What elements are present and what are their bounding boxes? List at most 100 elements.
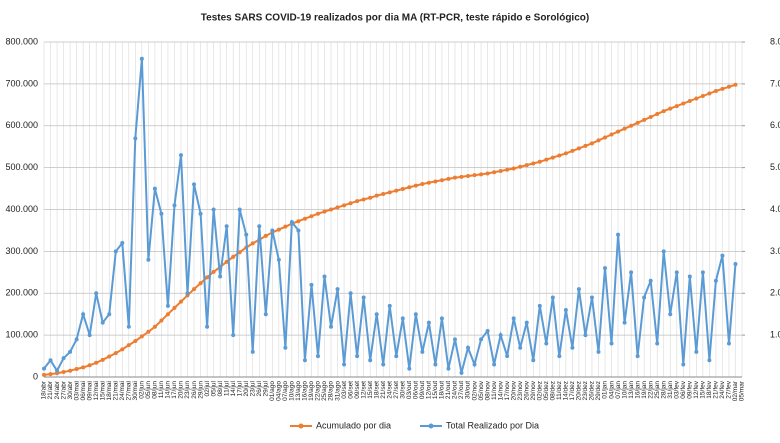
data-point xyxy=(563,151,568,156)
x-tick-label: 07/ago xyxy=(282,381,289,401)
x-tick-label: 23/jul xyxy=(249,380,256,396)
x-tick-group: 30/out xyxy=(465,381,472,399)
x-tick-label: 30/out xyxy=(465,381,472,399)
x-tick-label: 15/set xyxy=(367,381,374,399)
data-point xyxy=(172,305,177,310)
x-tick-label: 14/dez xyxy=(563,381,570,401)
x-tick-group: 18/set xyxy=(373,381,380,399)
data-point xyxy=(700,270,705,275)
data-point xyxy=(433,362,438,367)
data-point xyxy=(263,312,268,317)
data-point xyxy=(492,170,497,175)
data-point xyxy=(361,197,366,202)
data-point xyxy=(178,299,183,304)
x-tick-group: 17/jun xyxy=(171,381,178,399)
x-tick-label: 09/mai xyxy=(86,381,93,401)
data-point xyxy=(635,120,640,125)
x-tick-group: 09/set xyxy=(354,381,361,399)
x-tick-label: 11/dez xyxy=(556,381,563,400)
data-point xyxy=(192,182,197,187)
data-point xyxy=(100,320,105,325)
data-point xyxy=(518,164,523,169)
y-tick-label: 300.000 xyxy=(5,246,38,256)
x-tick-label: 30/mai xyxy=(132,381,139,401)
data-point xyxy=(466,174,471,178)
x-tick-group: 11/dez xyxy=(556,381,563,400)
x-tick-group: 29/jun xyxy=(197,381,204,399)
x-tick-group: 05/jul xyxy=(210,380,217,396)
x-tick-label: 23/nov xyxy=(517,380,524,400)
y2-tick-label: 3.000 xyxy=(770,246,780,256)
chart-title: Testes SARS COVID-19 realizados por dia … xyxy=(201,13,589,24)
data-point xyxy=(616,129,621,134)
data-point xyxy=(48,358,53,363)
x-tick-group: 19/ago xyxy=(308,381,315,401)
data-point xyxy=(152,324,157,329)
data-point xyxy=(694,96,699,101)
data-point xyxy=(211,269,216,274)
data-point xyxy=(655,341,660,346)
y-tick-label: 0 xyxy=(33,371,38,381)
data-point xyxy=(381,362,386,367)
x-tick-group: 22/ago xyxy=(315,381,322,401)
x-tick-label: 27/abr xyxy=(60,380,67,399)
x-tick-label: 18/out xyxy=(439,381,446,399)
data-point xyxy=(700,94,705,99)
data-point xyxy=(263,233,268,238)
x-tick-label: 26/dez xyxy=(589,381,596,401)
data-point xyxy=(400,316,405,321)
data-point xyxy=(596,349,601,354)
x-tick-label: 05/jul xyxy=(210,380,217,396)
data-point xyxy=(550,295,555,300)
x-tick-group: 13/jan xyxy=(628,381,635,399)
x-tick-label: 02/jun xyxy=(139,381,146,399)
x-tick-label: 26/jul xyxy=(256,380,263,396)
data-point xyxy=(511,316,516,321)
x-tick-label: 17/nov xyxy=(504,380,511,400)
data-point xyxy=(315,211,320,216)
x-tick-group: 03/fev xyxy=(673,380,680,398)
x-tick-label: 27/fev xyxy=(726,380,733,398)
data-point xyxy=(505,167,510,172)
x-tick-label: 21/out xyxy=(445,381,452,399)
data-point xyxy=(231,333,236,338)
data-point xyxy=(557,354,562,359)
data-point xyxy=(355,199,360,204)
data-point xyxy=(329,207,334,212)
x-tick-group: 26/dez xyxy=(589,381,596,401)
x-tick-group: 01/ago xyxy=(269,381,276,401)
x-tick-label: 05/dez xyxy=(543,381,550,401)
data-point xyxy=(120,347,125,352)
x-tick-group: 30/set xyxy=(400,381,407,399)
data-point xyxy=(537,159,542,164)
data-point xyxy=(283,224,288,229)
x-tick-group: 24/out xyxy=(452,381,459,399)
x-tick-label: 24/fev xyxy=(719,380,726,398)
x-tick-group: 28/ago xyxy=(328,381,335,401)
data-point xyxy=(622,320,627,325)
x-tick-group: 21/mai xyxy=(112,381,119,401)
data-point xyxy=(139,56,144,61)
x-tick-group: 03/set xyxy=(341,381,348,399)
x-tick-label: 03/mai xyxy=(73,381,80,401)
y2-tick-label: 4.000 xyxy=(770,204,780,214)
data-point xyxy=(61,356,66,361)
x-tick-group: 07/jan xyxy=(615,381,622,399)
x-tick-group: 15/mai xyxy=(99,381,106,401)
x-tick-group: 25/jan xyxy=(654,381,661,399)
data-point xyxy=(576,287,581,292)
y2-tick-label: 2.000 xyxy=(770,288,780,298)
x-tick-group: 12/mai xyxy=(93,381,100,401)
x-tick-group: 17/nov xyxy=(504,380,511,400)
data-point xyxy=(687,99,692,104)
x-tick-label: 20/nov xyxy=(510,380,517,400)
data-point xyxy=(668,106,673,111)
data-point xyxy=(479,337,484,342)
x-tick-label: 21/abr xyxy=(47,380,54,399)
x-tick-label: 08/dez xyxy=(550,381,557,401)
x-tick-label: 18/fev xyxy=(706,380,713,398)
data-point xyxy=(55,368,60,373)
data-point xyxy=(485,171,490,176)
data-point xyxy=(146,329,151,334)
